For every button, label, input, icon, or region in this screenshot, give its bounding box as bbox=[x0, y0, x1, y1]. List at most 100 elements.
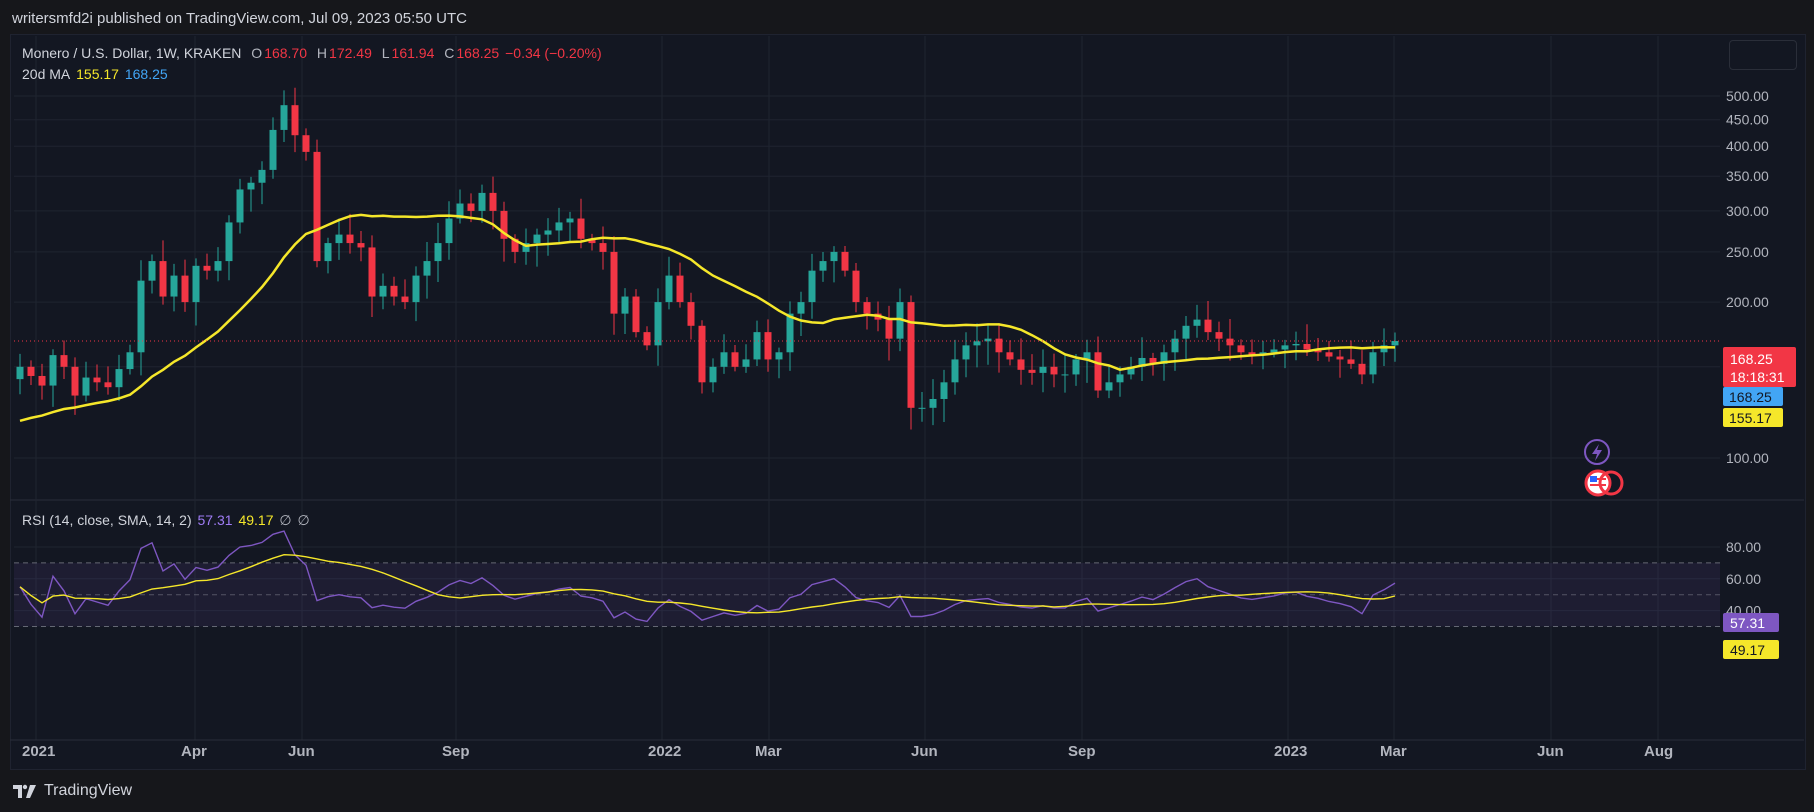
candle-body bbox=[203, 265, 211, 271]
candle-body bbox=[170, 275, 178, 297]
candle-body bbox=[544, 230, 552, 235]
candle-body bbox=[566, 218, 574, 223]
price-tick-label: 300.00 bbox=[1726, 203, 1769, 219]
candle-body bbox=[1072, 359, 1080, 375]
ma-legend[interactable]: 20d MA 155.17 168.25 bbox=[22, 66, 170, 82]
candle-body bbox=[27, 366, 35, 376]
candle-body bbox=[907, 302, 915, 408]
candle-body bbox=[247, 182, 255, 190]
candle-body bbox=[269, 129, 277, 170]
candle-body bbox=[599, 243, 607, 252]
candle-body bbox=[1017, 359, 1025, 370]
candle-body bbox=[214, 261, 222, 271]
candle-body bbox=[1248, 352, 1256, 356]
candle-body bbox=[115, 369, 123, 388]
candle-body bbox=[1171, 338, 1179, 353]
candle-body bbox=[1083, 352, 1091, 360]
candle-body bbox=[1039, 366, 1047, 373]
candle-body bbox=[1391, 340, 1399, 346]
candle-body bbox=[1182, 325, 1190, 339]
candle-body bbox=[610, 251, 618, 314]
candle-body bbox=[423, 261, 431, 276]
tradingview-logo-icon bbox=[13, 784, 36, 798]
candle-body bbox=[522, 243, 530, 252]
candle-body bbox=[951, 359, 959, 383]
candle-body bbox=[1127, 366, 1135, 375]
lightning-bolt bbox=[1592, 444, 1602, 461]
candle-body bbox=[93, 377, 101, 383]
candle-body bbox=[632, 296, 640, 333]
time-tick-label: 2023 bbox=[1274, 743, 1307, 760]
candle-body bbox=[1138, 357, 1146, 367]
candle-body bbox=[753, 332, 761, 360]
candle-body bbox=[258, 169, 266, 183]
candle-body bbox=[1303, 344, 1311, 350]
footer[interactable]: TradingView bbox=[12, 782, 132, 800]
c-value: 168.25 bbox=[456, 45, 500, 61]
candle-body bbox=[137, 280, 145, 353]
candle-body bbox=[1226, 338, 1234, 346]
ma-polyline bbox=[19, 213, 1396, 423]
time-tick-label: Apr bbox=[181, 743, 207, 760]
candle-body bbox=[1369, 352, 1377, 375]
candle-body bbox=[1105, 382, 1113, 391]
candle-body bbox=[467, 203, 475, 211]
candle-body bbox=[1270, 349, 1278, 353]
time-tick-label: Jun bbox=[288, 743, 315, 760]
time-tick-label: 2021 bbox=[22, 743, 55, 760]
blue-price-tag-bg bbox=[1723, 387, 1783, 406]
rsi-label: RSI (14, close, SMA, 14, 2) bbox=[22, 512, 192, 528]
o-value: 168.70 bbox=[264, 45, 308, 61]
ma-label: 20d MA bbox=[22, 66, 71, 82]
candle-body bbox=[1050, 366, 1058, 375]
price-tick-label: 500.00 bbox=[1726, 88, 1769, 104]
us-flag-stripes bbox=[1590, 478, 1606, 480]
candle-body bbox=[368, 247, 376, 297]
candle-body bbox=[49, 355, 57, 386]
candle-body bbox=[302, 135, 310, 152]
candle-body bbox=[852, 270, 860, 303]
rsi-legend[interactable]: RSI (14, close, SMA, 14, 2) 57.31 49.17 … bbox=[22, 512, 312, 529]
candle-body bbox=[60, 355, 68, 367]
time-tick-label: Sep bbox=[1068, 743, 1096, 760]
candle-body bbox=[1336, 356, 1344, 360]
candle-body bbox=[148, 261, 156, 281]
candle-body bbox=[412, 275, 420, 303]
axis-tags: 168.25 18:18:31 168.25 155.17 57.31 49.1… bbox=[1723, 347, 1796, 659]
us-flag-stripes-2 bbox=[1590, 484, 1606, 486]
candle-body bbox=[775, 352, 783, 360]
candle-body bbox=[1028, 369, 1036, 373]
candle-body bbox=[82, 377, 90, 396]
price-tick-label: 400.00 bbox=[1726, 138, 1769, 154]
rsi-value: 57.31 bbox=[197, 512, 233, 528]
rsi-polyline bbox=[19, 530, 1396, 623]
rsi-tag: 57.31 bbox=[1730, 615, 1765, 631]
rsi-band bbox=[14, 562, 1720, 627]
h-key: H bbox=[316, 45, 328, 61]
candle-body bbox=[225, 222, 233, 262]
o-key: O bbox=[251, 45, 263, 61]
candle-body bbox=[456, 203, 464, 219]
candle-body bbox=[192, 265, 200, 303]
grid-lines bbox=[10, 36, 1804, 741]
time-tick-label: Jun bbox=[1537, 743, 1564, 760]
top-right-button[interactable] bbox=[1729, 40, 1797, 70]
ma-value-2: 168.25 bbox=[124, 66, 168, 82]
alert-icons bbox=[1584, 439, 1624, 497]
time-tick-label: Aug bbox=[1644, 743, 1673, 760]
ohlc-legend: Monero / U.S. Dollar, 1W, KRAKEN O 168.70… bbox=[22, 45, 604, 61]
close-price-tag: 168.25 bbox=[1730, 351, 1773, 367]
candle-body bbox=[500, 210, 508, 239]
candle-body bbox=[1380, 345, 1388, 353]
candle-body bbox=[1204, 319, 1212, 333]
rsi-sym-2: ∅ bbox=[297, 512, 310, 528]
rsi-tick-label: 60.00 bbox=[1726, 571, 1761, 587]
candle-body bbox=[918, 407, 926, 409]
rsi-tag-bg bbox=[1723, 613, 1779, 632]
us-flag-canton bbox=[1590, 476, 1597, 482]
time-axis: 2021 Apr Jun Sep 2022 Mar Jun Sep 2023 Mar Jun Aug bbox=[22, 743, 1673, 760]
candle-body bbox=[973, 341, 981, 346]
candle-body bbox=[1314, 349, 1322, 353]
candle-body bbox=[665, 275, 673, 303]
